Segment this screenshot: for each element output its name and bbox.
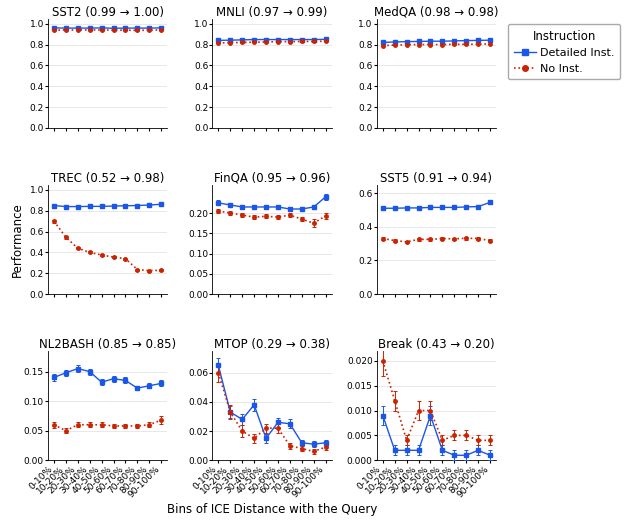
Title: MTOP (0.29 → 0.38): MTOP (0.29 → 0.38) — [214, 338, 330, 351]
Title: FinQA (0.95 → 0.96): FinQA (0.95 → 0.96) — [214, 172, 330, 185]
Text: Bins of ICE Distance with the Query: Bins of ICE Distance with the Query — [167, 503, 377, 516]
Title: SST2 (0.99 → 1.00): SST2 (0.99 → 1.00) — [52, 5, 164, 19]
Title: MedQA (0.98 → 0.98): MedQA (0.98 → 0.98) — [374, 5, 499, 19]
Title: SST5 (0.91 → 0.94): SST5 (0.91 → 0.94) — [380, 172, 492, 185]
Legend: Detailed Inst., No Inst.: Detailed Inst., No Inst. — [508, 24, 620, 79]
Title: Break (0.43 → 0.20): Break (0.43 → 0.20) — [378, 338, 495, 351]
Title: MNLI (0.97 → 0.99): MNLI (0.97 → 0.99) — [216, 5, 328, 19]
Title: NL2BASH (0.85 → 0.85): NL2BASH (0.85 → 0.85) — [39, 338, 176, 351]
Y-axis label: Performance: Performance — [11, 202, 24, 277]
Title: TREC (0.52 → 0.98): TREC (0.52 → 0.98) — [51, 172, 164, 185]
